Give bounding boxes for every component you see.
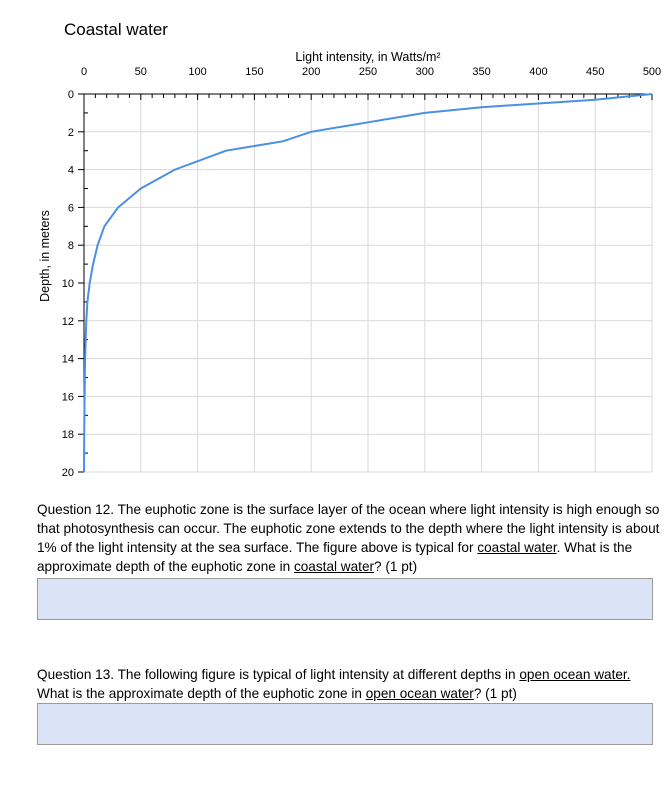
x-tick-label: 150 [245, 66, 263, 78]
chart-title: Coastal water [64, 20, 168, 39]
q12-text-part: ? (1 pt) [374, 559, 418, 574]
x-tick-label: 200 [302, 66, 320, 78]
y-axis-label: Depth, in meters [38, 210, 52, 302]
grid-lines [83, 93, 653, 473]
question-12-answer-field[interactable] [37, 578, 653, 620]
x-tick-label: 500 [643, 66, 661, 78]
y-tick-label: 4 [68, 165, 74, 177]
x-tick-label: 250 [359, 66, 377, 78]
y-tick-label: 6 [68, 202, 74, 214]
q13-text-part: ? (1 pt) [473, 686, 517, 701]
x-tick-label: 450 [586, 66, 604, 78]
y-tick-label: 20 [62, 467, 74, 479]
q12-text-part: Question 12. The euphotic zone is the su… [37, 502, 660, 555]
y-tick-label: 8 [68, 240, 74, 252]
q13-text-part: What is the approximate depth of the eup… [37, 686, 366, 701]
question-13-answer-field[interactable] [37, 703, 653, 745]
x-tick-label: 350 [472, 66, 490, 78]
q13-underline-2: open ocean water [365, 686, 474, 701]
light-intensity-curve [83, 93, 653, 473]
y-tick-label: 16 [62, 391, 74, 403]
x-tick-label: 400 [529, 66, 547, 78]
q12-text-part: . What is the approximate depth of the e… [37, 540, 633, 574]
y-tick-label: 2 [68, 127, 74, 139]
question-12-text: Question 12. The euphotic zone is the su… [37, 500, 665, 576]
light-intensity-chart: 0 50 100 150 200 250 300 350 400 450 500 0 2 4 6 8 10 12 1… [38, 50, 661, 479]
q13-underline-1: open ocean water. [519, 667, 631, 682]
y-tick-label: 14 [62, 354, 74, 366]
y-tick-label: 10 [62, 278, 74, 290]
question-13-text: Question 13. The following figure is typ… [37, 665, 665, 703]
x-tick-label: 0 [81, 66, 87, 78]
q13-text-part: Question 13. The following figure is typ… [37, 667, 520, 682]
y-tick-label: 0 [68, 89, 74, 101]
q12-underline-1: coastal water [477, 540, 557, 555]
y-tick-label: 12 [62, 316, 74, 328]
x-tick-label: 300 [416, 66, 434, 78]
tick-labels: 0 50 100 150 200 250 300 350 400 450 500 0 2 4 6 8 10 12 1… [62, 66, 661, 479]
x-tick-label: 100 [188, 66, 206, 78]
x-tick-label: 50 [135, 66, 147, 78]
x-axis-label: Light intensity, in Watts/m² [295, 50, 440, 64]
y-tick-label: 18 [62, 429, 74, 441]
q12-underline-2: coastal water [293, 559, 375, 574]
